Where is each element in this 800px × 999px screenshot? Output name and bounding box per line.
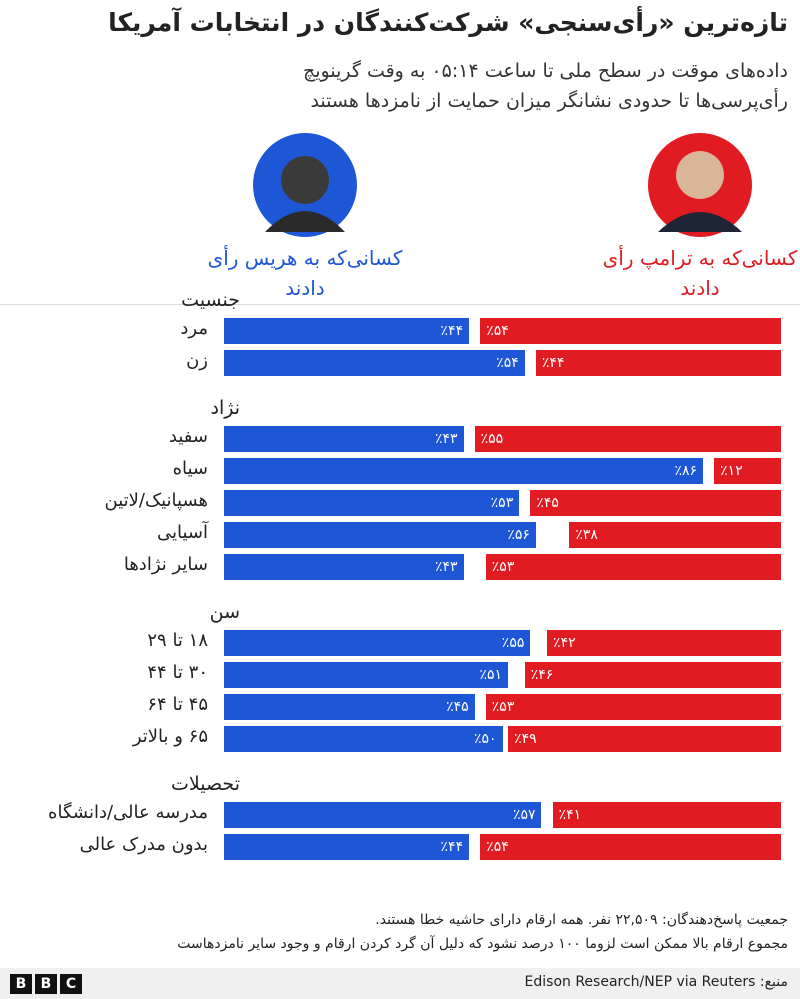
category-label: ۴۵ تا ۶۴: [147, 694, 208, 715]
value-label: ٪۵۷: [512, 807, 536, 823]
bbc-logo: C: [60, 974, 82, 994]
category-label: ۳۰ تا ۴۴: [147, 662, 208, 683]
value-label: ٪۵۴: [486, 839, 509, 855]
harris-bar: [224, 802, 542, 828]
harris-bar: [224, 490, 520, 516]
group-heading: تحصیلات: [171, 773, 240, 795]
harris-head: [281, 156, 329, 204]
value-label: ٪۱۲: [720, 463, 743, 479]
harris-body: [265, 211, 345, 232]
category-label: آسیایی: [156, 522, 208, 543]
value-label: ٪۴۹: [514, 731, 537, 747]
value-label: ٪۴۵: [536, 495, 559, 511]
trump-bar: [714, 458, 781, 484]
trump-bar: [485, 554, 781, 580]
trump-bar: [524, 662, 781, 688]
subtitle: داده‌های موقت در سطح ملی تا ساعت ۰۵:۱۴ ب…: [302, 60, 788, 82]
footnote: مجموع ارقام بالا ممکن است لزوما ۱۰۰ درصد…: [177, 936, 788, 952]
harris-bar: [224, 554, 464, 580]
value-label: ٪۴۳: [434, 431, 458, 447]
harris-bar: [224, 726, 503, 752]
trump-bar: [480, 834, 781, 860]
harris-bar: [224, 834, 470, 860]
category-label: سفید: [168, 426, 208, 447]
trump-bar: [552, 802, 781, 828]
category-label: مدرسه عالی/دانشگاه: [48, 802, 208, 823]
value-label: ٪۵۴: [496, 355, 519, 371]
category-label: سایر نژادها: [123, 554, 208, 575]
category-label: بدون مدرک عالی: [79, 834, 208, 855]
value-label: ٪۴۴: [440, 839, 464, 855]
trump-bar: [569, 522, 781, 548]
trump-head: [676, 151, 724, 199]
bbc-logo: B: [10, 974, 32, 994]
group-heading: نژاد: [210, 397, 240, 419]
group-heading: جنسیت: [181, 289, 240, 311]
category-label: زن: [186, 350, 208, 371]
trump-bar: [547, 630, 781, 656]
source: منبع: Edison Research/NEP via Reuters: [524, 974, 788, 990]
trump-bar: [474, 426, 781, 452]
value-label: ٪۴۴: [440, 323, 464, 339]
value-label: ٪۳۸: [575, 527, 598, 543]
trump-body: [658, 212, 742, 232]
value-label: ٪۸۶: [674, 463, 698, 479]
value-label: ٪۴۳: [434, 559, 458, 575]
value-label: ٪۵۱: [479, 667, 503, 683]
category-label: مرد: [180, 318, 208, 339]
value-label: ٪۵۰: [473, 731, 497, 747]
chart-title: تازه‌ترین «رأی‌سنجی» شرکت‌کنندگان در انت…: [108, 8, 788, 37]
trump-bar: [530, 490, 781, 516]
trump-bar: [535, 350, 781, 376]
value-label: ٪۵۳: [490, 495, 514, 511]
subtitle: رأی‌پرسی‌ها تا حدودی نشانگر میزان حمایت …: [310, 90, 788, 112]
value-label: ٪۴۱: [558, 807, 582, 823]
category-label: ۶۵ و بالاتر: [132, 726, 208, 747]
value-label: ٪۴۶: [530, 667, 554, 683]
harris-bar: [224, 694, 475, 720]
category-label: هسپانیک/لاتین: [104, 490, 209, 511]
trump-bar: [508, 726, 781, 752]
trump-bar: [485, 694, 781, 720]
divider: [0, 304, 800, 305]
value-label: ٪۵۳: [491, 559, 515, 575]
bbc-logo: B: [35, 974, 57, 994]
harris-bar: [224, 662, 509, 688]
value-label: ٪۵۳: [491, 699, 515, 715]
value-label: ٪۵۵: [501, 635, 525, 651]
portraits: [253, 133, 752, 237]
value-label: ٪۴۵: [446, 699, 469, 715]
value-label: ٪۴۴: [541, 355, 565, 371]
trump-bar: [480, 318, 781, 344]
harris-bar: [224, 630, 531, 656]
harris-bar: [224, 318, 470, 344]
harris-bar: [224, 350, 525, 376]
footnote: جمعیت پاسخ‌دهندگان: ۲۲,۵۰۹ نفر. همه ارقا…: [375, 912, 788, 928]
legend-label: کسانی‌که به هریس رأی دادند: [207, 246, 403, 300]
value-label: ٪۴۲: [553, 635, 576, 651]
harris-bar: [224, 522, 536, 548]
value-label: ٪۵۶: [507, 527, 530, 543]
legend-label: کسانی‌که به ترامپ رأی دادند: [602, 246, 798, 300]
value-label: ٪۵۴: [486, 323, 509, 339]
group-heading: سن: [209, 601, 240, 623]
harris-bar: [224, 458, 704, 484]
category-label: ۱۸ تا ۲۹: [147, 630, 208, 651]
harris-bar: [224, 426, 464, 452]
category-label: سیاه: [172, 458, 208, 479]
footer-bar: [0, 968, 800, 999]
value-label: ٪۵۵: [480, 431, 504, 447]
